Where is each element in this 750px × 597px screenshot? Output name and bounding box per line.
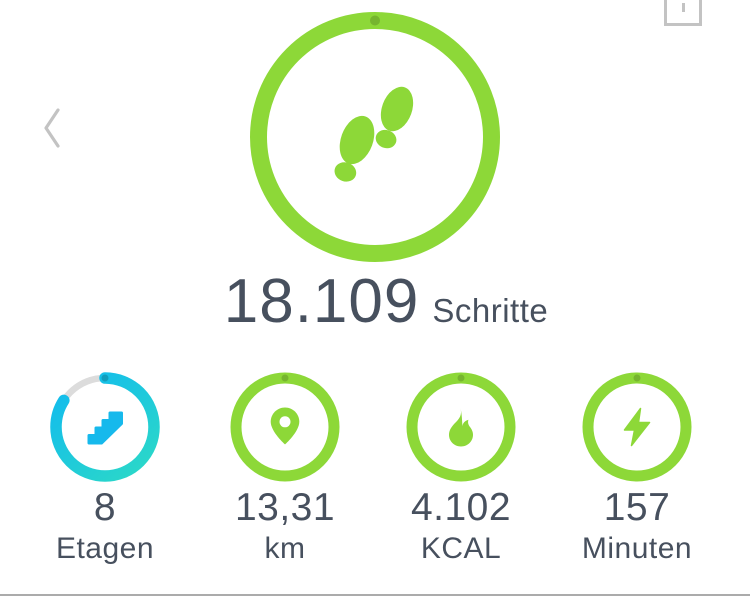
lightning-bolt-icon: [623, 407, 651, 447]
distance-value: 13,31: [234, 486, 336, 529]
stairs-icon: [87, 411, 123, 445]
minutes-label: Minuten: [581, 531, 693, 565]
steps-value: 18.109: [223, 267, 420, 336]
ring-start-dot: [633, 374, 641, 382]
calories-progress-ring: [406, 372, 516, 482]
steps-ring[interactable]: [250, 12, 500, 262]
floors-progress-arc: [50, 372, 160, 482]
ring-start-dot: [281, 374, 289, 382]
minutes-progress-ring: [582, 372, 692, 482]
location-pin-icon: [270, 407, 300, 445]
ring-start-dot: [457, 374, 465, 382]
distance-progress-ring: [230, 372, 340, 482]
footsteps-icon: [334, 86, 414, 182]
metric-tile-distance[interactable]: 13,31 km: [200, 372, 370, 566]
share-icon: [681, 3, 685, 12]
calories-label: KCAL: [420, 531, 502, 565]
bottom-divider: [0, 594, 750, 596]
ring-start-dot: [101, 374, 109, 382]
steps-unit-label: Schritte: [432, 292, 549, 329]
metric-tile-calories[interactable]: 4.102 KCAL: [376, 372, 546, 566]
distance-label: km: [264, 531, 306, 565]
chevron-left-icon: [44, 108, 60, 148]
back-button[interactable]: [42, 106, 62, 150]
steps-progress-ring: [250, 12, 500, 262]
share-button[interactable]: [664, 0, 702, 26]
calories-value: 4.102: [410, 486, 512, 529]
floors-label: Etagen: [55, 531, 155, 565]
ring-start-dot: [370, 15, 380, 26]
steps-headline: 18.109 Schritte: [0, 271, 750, 333]
metric-tile-active-minutes[interactable]: 157 Minuten: [552, 372, 722, 566]
floors-value: 8: [93, 486, 117, 529]
flame-icon: [449, 408, 473, 447]
minutes-value: 157: [603, 486, 671, 529]
metric-tile-floors[interactable]: 8 Etagen: [20, 372, 190, 566]
